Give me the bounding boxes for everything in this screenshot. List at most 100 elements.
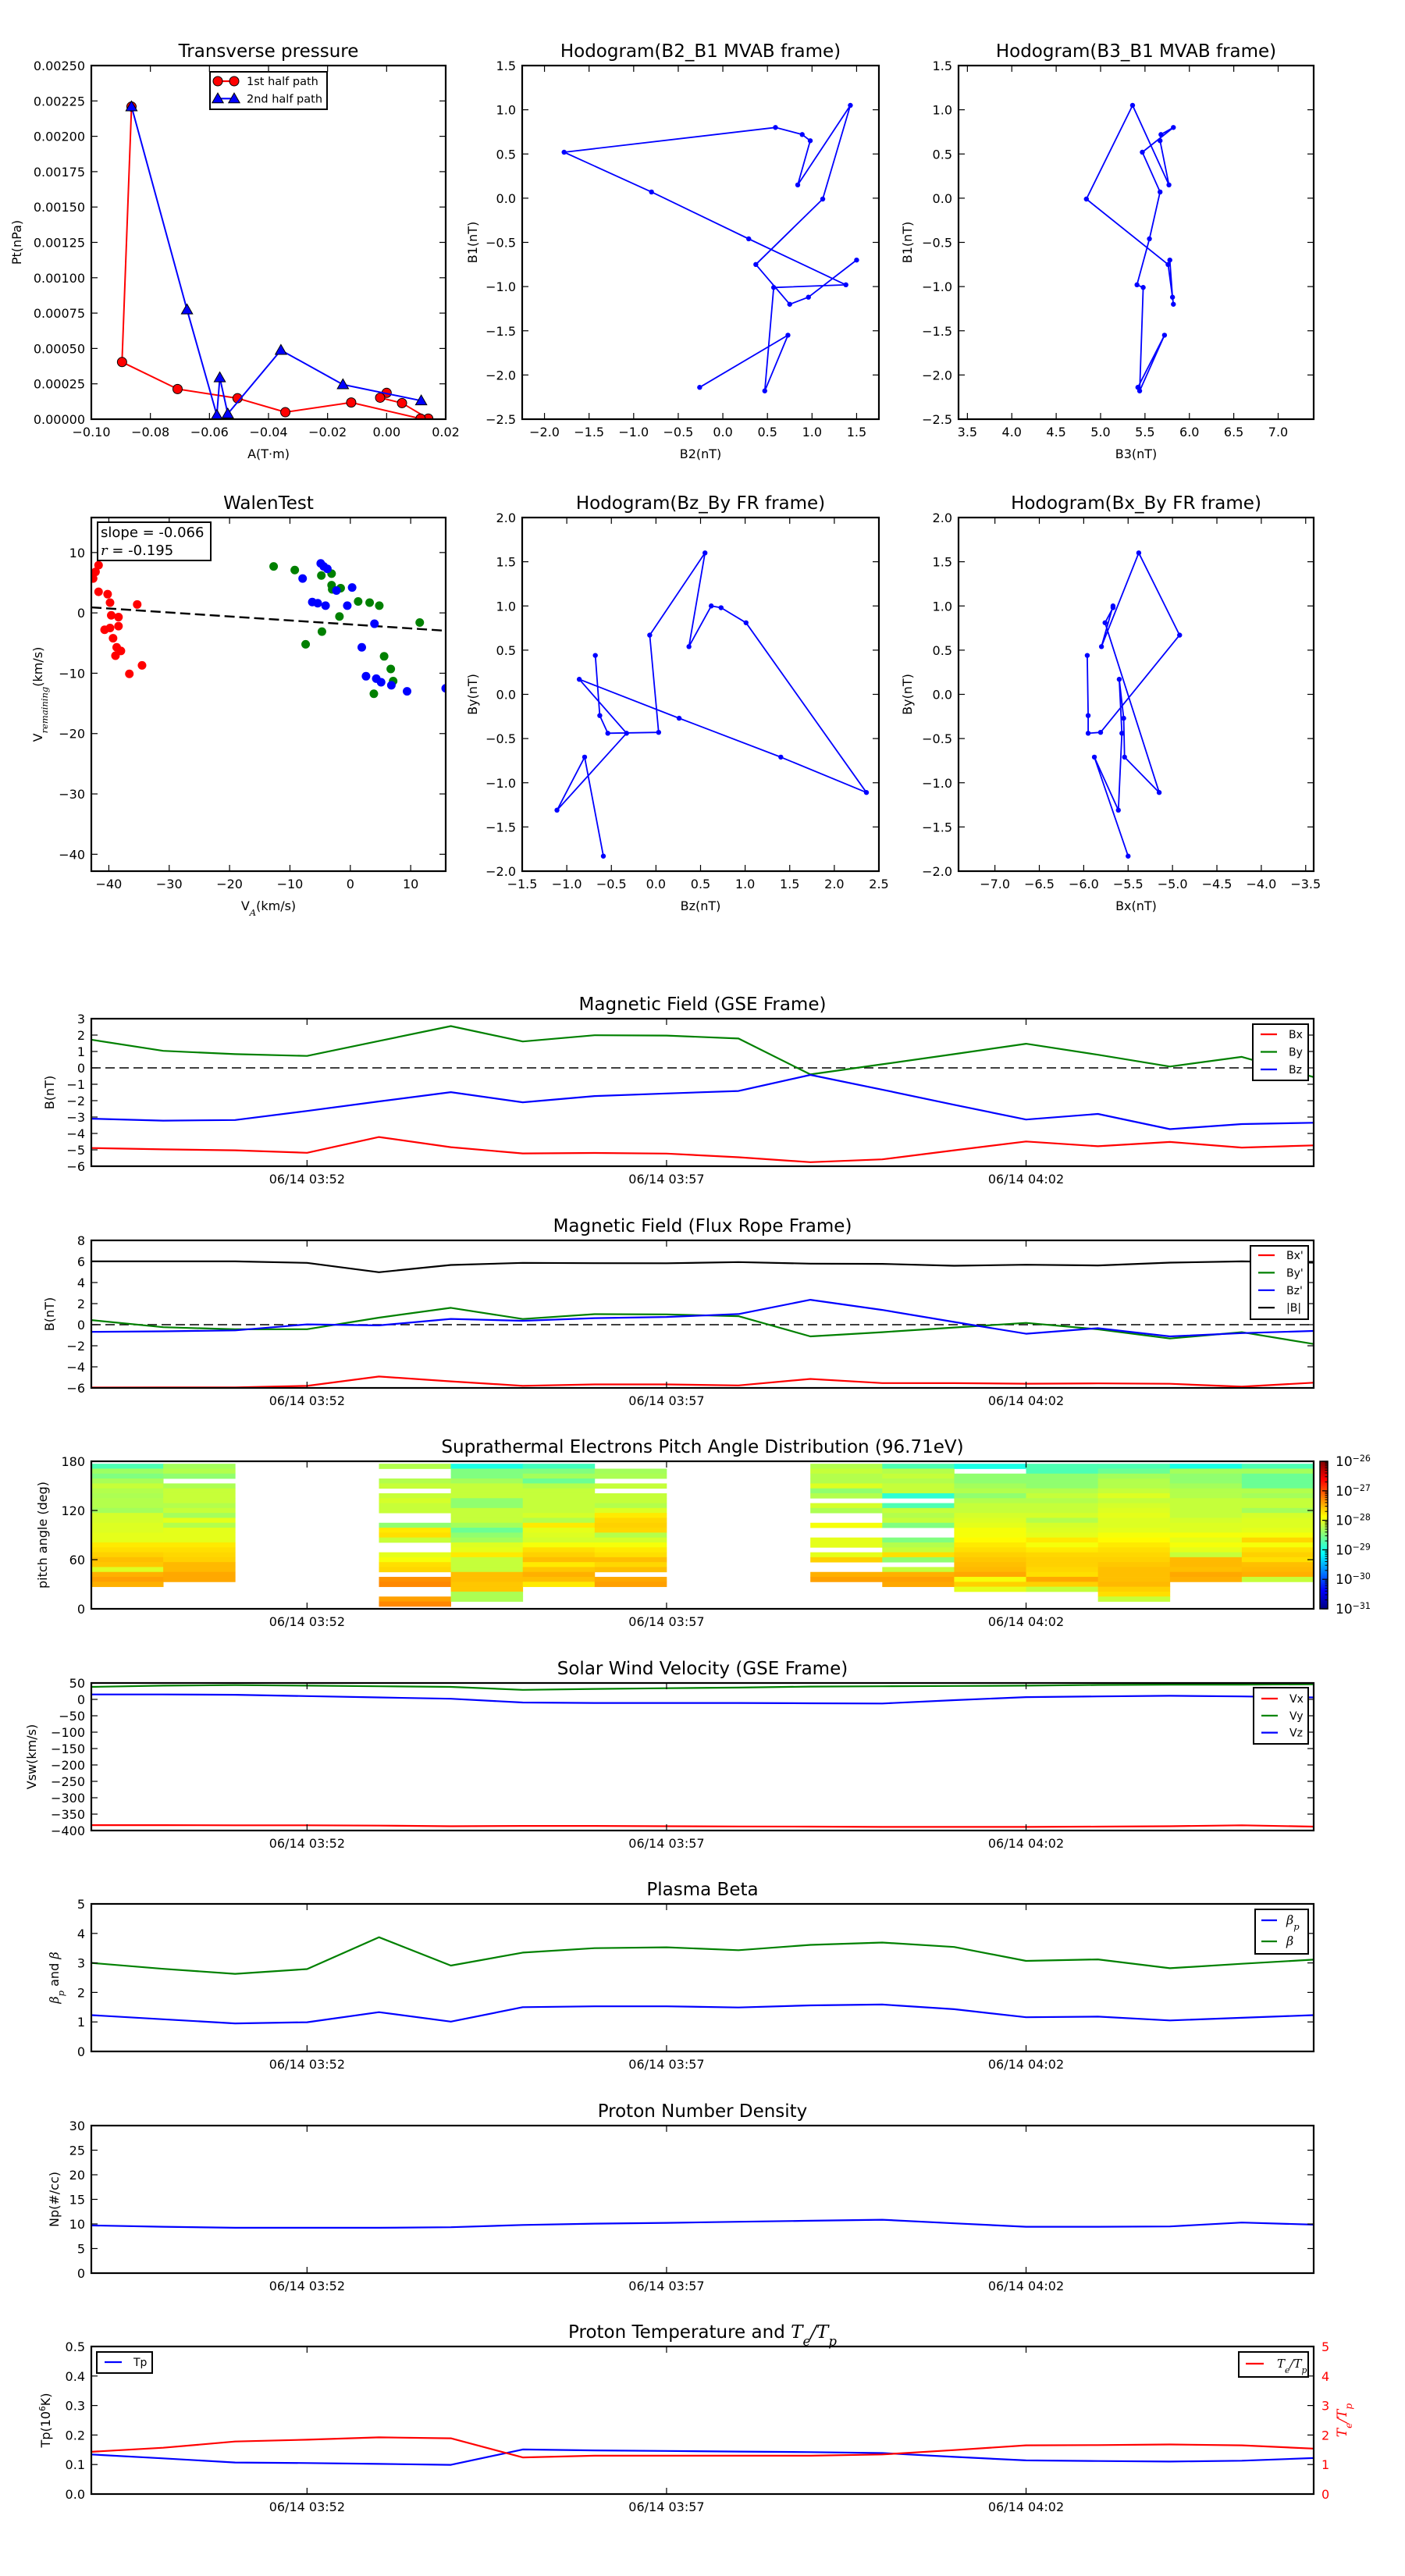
chart-hodogram-b2-b1-mvab: −2.0 −1.5 −1.0 −0.5 0.0 0.5 1.0 1.5 −2.5 −2.0 −1.5… xyxy=(465,41,880,461)
y-tick-label: 60 xyxy=(69,1553,85,1567)
heatmap-cell xyxy=(1097,1522,1171,1528)
heatmap-cell xyxy=(594,1567,667,1573)
marker-triangle xyxy=(336,378,350,390)
chart-title-segment: p xyxy=(828,2334,837,2349)
y-tick-label: 10 xyxy=(69,546,85,560)
heatmap-cell xyxy=(163,1547,236,1553)
heatmap-cell xyxy=(1241,1517,1314,1524)
heatmap-cell xyxy=(882,1557,955,1563)
heatmap-cell xyxy=(379,1537,451,1543)
heatmap-cell xyxy=(163,1464,236,1469)
correlation-annotation: r = -0.195 xyxy=(101,543,173,559)
heatmap-cell xyxy=(379,1503,451,1509)
heatmap-cell xyxy=(882,1537,955,1543)
data-point xyxy=(787,301,792,307)
chart-title: Transverse pressure xyxy=(178,41,359,62)
heatmap-cell xyxy=(1241,1473,1314,1479)
data-point xyxy=(1085,731,1091,736)
heatmap-cell xyxy=(1169,1552,1243,1558)
y-axis-label-segment: and xyxy=(47,1959,62,1991)
y-tick-label: −100 xyxy=(51,1725,85,1740)
data-point xyxy=(649,189,654,195)
right-y-tick-label: 0 xyxy=(1321,2487,1329,2502)
x-axis-label: A(T·m) xyxy=(247,447,290,461)
heatmap-cell xyxy=(379,1532,451,1539)
heatmap-cell xyxy=(594,1562,667,1567)
x-tick-label: 6.0 xyxy=(1179,425,1199,439)
y-tick-label: 0.2 xyxy=(66,2428,85,2443)
heatmap-cell xyxy=(1169,1517,1243,1524)
heatmap-cell xyxy=(810,1537,883,1543)
data-point xyxy=(848,102,853,109)
chart-title: Hodogram(Bx_By FR frame) xyxy=(1011,493,1261,514)
data-point xyxy=(753,262,759,268)
heatmap-cell xyxy=(594,1507,667,1514)
y-tick-label: 3 xyxy=(77,1956,85,1971)
y-tick-label: 0 xyxy=(77,1602,85,1617)
heatmap-cell xyxy=(91,1498,164,1503)
heatmap-cell xyxy=(1026,1488,1099,1494)
heatmap-cell xyxy=(1097,1557,1171,1563)
y-tick-label: 1 xyxy=(77,1044,85,1059)
y-tick-label: 1.0 xyxy=(496,599,516,614)
heatmap-cell xyxy=(954,1493,1026,1499)
heatmap-cell xyxy=(882,1478,955,1484)
y-tick-label: −2 xyxy=(66,1339,85,1354)
heatmap-cell xyxy=(1026,1571,1099,1578)
colorbar-tick-exponent: −26 xyxy=(1353,1453,1371,1464)
heatmap-cell xyxy=(522,1507,596,1514)
data-point xyxy=(1126,853,1131,859)
heatmap-cell xyxy=(1097,1537,1171,1543)
x-tick-label: 6.5 xyxy=(1224,425,1243,439)
heatmap-cell xyxy=(1026,1468,1099,1475)
x-tick-label: 06/14 03:52 xyxy=(269,1836,345,1851)
heatmap-cell xyxy=(163,1542,236,1548)
x-axis-label-segment: A xyxy=(249,907,256,918)
heatmap-cell xyxy=(882,1517,955,1524)
series-1sthalfpath-markers xyxy=(116,101,434,419)
heatmap-cell xyxy=(1026,1464,1099,1469)
data-point xyxy=(361,671,371,681)
heatmap-cell xyxy=(954,1532,1026,1539)
legend-label: 2nd half path xyxy=(247,93,322,105)
heatmap-cell xyxy=(594,1582,667,1588)
data-point xyxy=(91,574,98,583)
y-tick-label: 2.0 xyxy=(933,511,952,525)
marker-triangle xyxy=(414,394,428,406)
x-tick-label: −10 xyxy=(277,877,304,891)
data-point xyxy=(1102,620,1108,625)
heatmap-cell xyxy=(810,1473,883,1479)
data-point xyxy=(854,257,859,263)
x-tick-label: −20 xyxy=(216,877,243,891)
heatmap-cell xyxy=(810,1542,883,1548)
heatmap-cell xyxy=(1026,1586,1099,1592)
heatmap-cell xyxy=(1241,1513,1314,1518)
y-tick-label: 0 xyxy=(77,1318,85,1332)
heatmap-cell xyxy=(450,1582,524,1588)
data-point xyxy=(1177,632,1183,638)
legend-label: By xyxy=(1289,1047,1303,1059)
x-tick-label: 7.0 xyxy=(1268,425,1288,439)
heatmap-cell xyxy=(1097,1532,1171,1539)
colorbar-tick-base: 10 xyxy=(1336,1542,1353,1558)
data-point xyxy=(624,731,629,736)
y-tick-label: −40 xyxy=(59,847,85,862)
heatmap-cell xyxy=(1241,1571,1314,1578)
colorbar-tick-base: 10 xyxy=(1336,1514,1353,1529)
y-axis-label-segment: (km/s) xyxy=(30,647,45,687)
marker-triangle xyxy=(211,408,223,419)
data-point xyxy=(313,599,322,608)
heatmap-cell xyxy=(594,1537,667,1543)
heatmap-cell xyxy=(163,1567,236,1573)
data-point xyxy=(298,574,308,583)
data-point xyxy=(105,598,115,607)
legend-label: Vy xyxy=(1289,1710,1304,1723)
x-tick-label: 06/14 03:52 xyxy=(269,1614,345,1629)
heatmap-cell xyxy=(163,1503,236,1509)
marker-circle xyxy=(116,357,127,368)
x-tick-label: −40 xyxy=(96,877,123,891)
x-tick-label: 0.02 xyxy=(432,425,460,439)
heatmap-cell xyxy=(810,1577,883,1582)
heatmap-cell xyxy=(1169,1483,1243,1489)
data-point xyxy=(1165,262,1171,268)
